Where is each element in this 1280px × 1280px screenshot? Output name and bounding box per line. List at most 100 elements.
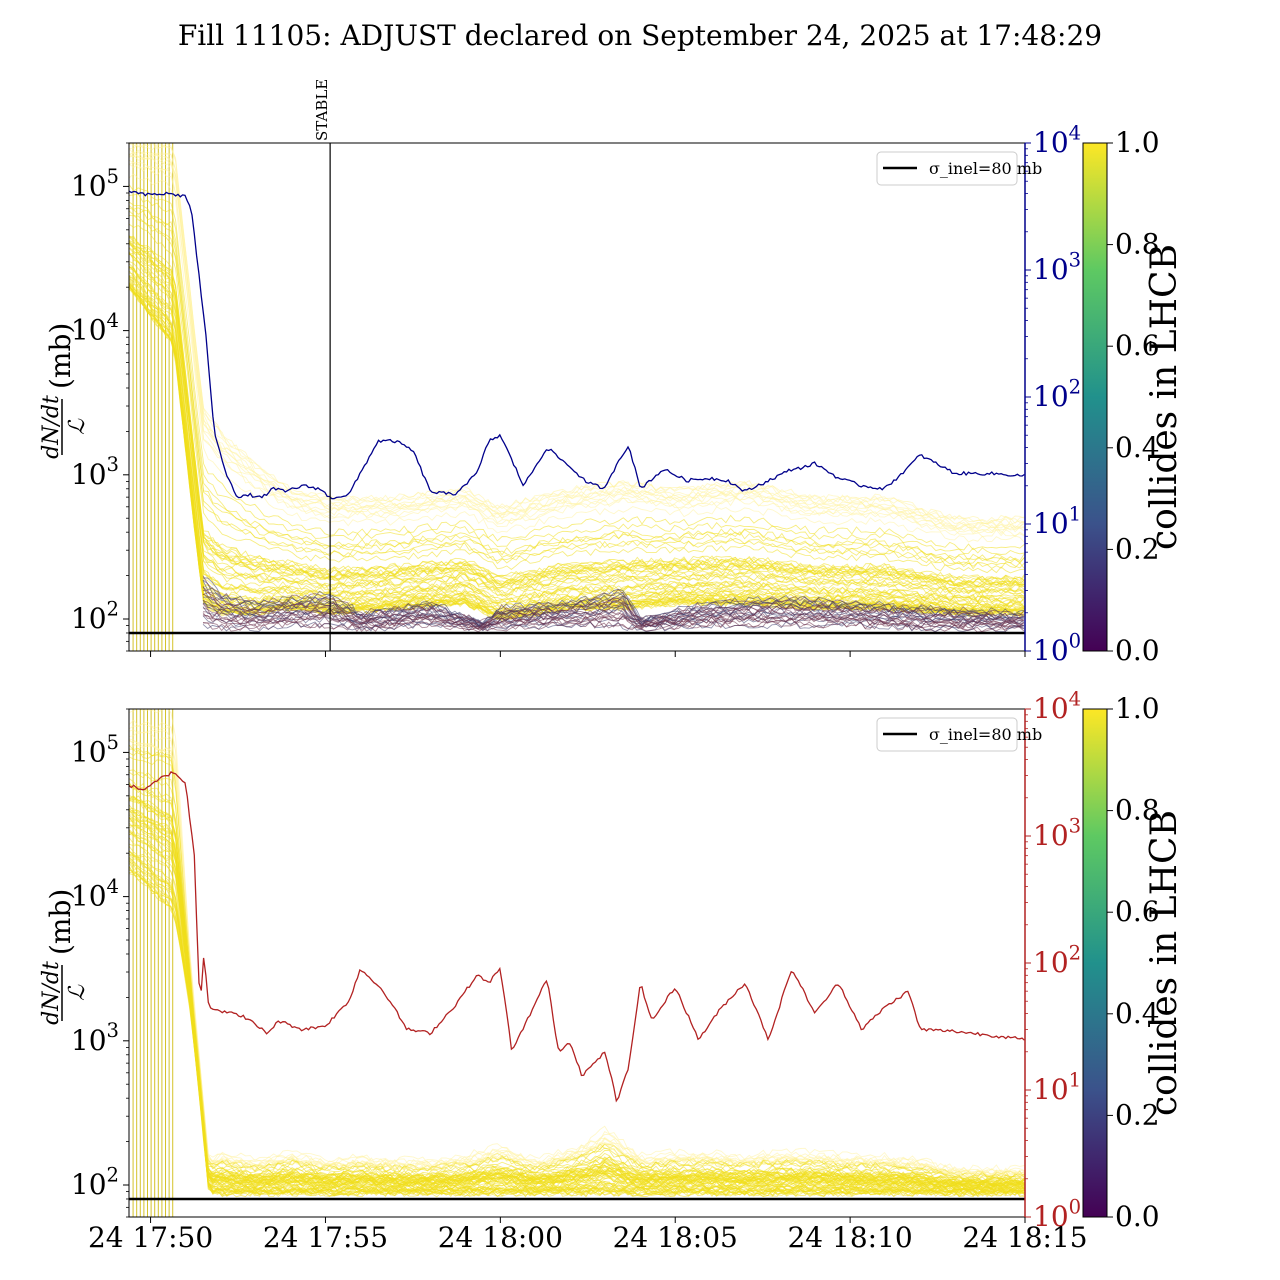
bunch-trace <box>202 613 1025 630</box>
bunch-trace <box>202 593 1024 626</box>
bunch-trace <box>129 709 1025 1173</box>
bunch-trace <box>129 795 1025 1186</box>
bunch-trace <box>129 769 1025 1182</box>
bunch-trace <box>129 173 1025 543</box>
bunch-trace <box>129 155 1025 533</box>
colorbar-tick-label: 1.0 <box>1115 126 1160 159</box>
colorbar-gradient <box>1082 142 1108 652</box>
legend-label: σ_inel=80 mb <box>929 159 1042 178</box>
y-tick-label: 105 <box>71 165 119 203</box>
bunch-trace <box>129 817 1025 1189</box>
bunch-trace <box>129 865 1025 1197</box>
bunch-trace <box>129 719 1025 1174</box>
bunch-trace <box>129 240 1025 587</box>
y-tick-label: 103 <box>71 1019 119 1057</box>
stable-marker-label: STABLE <box>313 79 331 141</box>
colorbar-tick-label: 0.6 <box>1115 329 1160 362</box>
bunch-trace <box>129 843 1025 1193</box>
y-tick-label: 103 <box>71 453 119 491</box>
bunch-trace <box>129 265 1025 603</box>
bunch-trace <box>129 253 1025 594</box>
bunch-trace <box>129 738 1025 1178</box>
bunch-trace <box>202 577 1024 625</box>
bunch-trace <box>129 795 1025 1186</box>
legend-box <box>876 717 1018 752</box>
bunch-trace <box>129 722 1025 1175</box>
y2-tick-label: 103 <box>1033 248 1081 286</box>
bunch-trace <box>129 814 1025 1189</box>
colorbars: 0.0 0.2 0.4 0.6 0.8 1.0 collides in LHCB 0.0 0.2… <box>1082 126 1185 1233</box>
bunch-trace <box>129 756 1025 1180</box>
bunch-trace <box>129 731 1025 1177</box>
bunch-trace <box>129 798 1025 1187</box>
y2-tick-label: 100 <box>1033 629 1081 667</box>
bunch-trace <box>202 592 1024 628</box>
bunch-trace <box>129 850 1025 1195</box>
bunch-trace <box>129 857 1025 1196</box>
bunch-trace <box>129 850 1025 1194</box>
y-label-unit: (mb) <box>44 889 77 955</box>
y-tick-label: 104 <box>71 309 119 347</box>
bunch-trace <box>129 822 1025 1190</box>
y-label-unit: (mb) <box>44 323 77 389</box>
bunch-trace <box>129 831 1025 1191</box>
bunch-trace <box>129 859 1025 1196</box>
colorbar-bottom: 0.0 0.2 0.4 0.6 0.8 1.0 collides in LHCB <box>1082 692 1185 1233</box>
bunch-trace <box>129 800 1025 1186</box>
bunch-trace <box>129 833 1025 1191</box>
bunch-trace <box>129 748 1025 1179</box>
bunch-trace <box>129 820 1025 1190</box>
y-label-numerator: dN/dt <box>39 961 64 1025</box>
y2-tick-label: 102 <box>1033 375 1081 413</box>
bunch-trace <box>129 267 1025 604</box>
bunch-trace <box>129 143 1025 524</box>
y-label-denominator: ℒ <box>65 984 90 1001</box>
plot-area-bottom <box>129 709 1025 1217</box>
y-label-numerator: dN/dt <box>39 395 64 459</box>
legend: σ_inel=80 mb <box>876 151 1042 186</box>
y2-tick-label: 104 <box>1033 121 1081 159</box>
y-tick-label: 102 <box>71 597 119 635</box>
bunch-trace <box>129 861 1025 1197</box>
bunch-trace <box>129 873 1025 1198</box>
bunch-trace <box>202 606 1024 629</box>
bunch-trace <box>129 260 1025 599</box>
bunch-trace <box>129 205 1025 563</box>
bunch-trace <box>129 781 1025 1185</box>
colorbar-tick-label: 0.8 <box>1115 794 1160 827</box>
bunch-trace <box>129 143 1025 523</box>
bunch-trace <box>129 799 1025 1187</box>
bunch-trace <box>129 744 1025 1179</box>
bunch-trace <box>129 239 1025 586</box>
colorbar-tick-label: 0.2 <box>1115 1098 1160 1131</box>
bunch-trace <box>129 782 1025 1183</box>
y-tick-label: 104 <box>71 875 119 913</box>
y2-tick-label: 101 <box>1033 502 1081 540</box>
bunch-trace <box>129 871 1025 1198</box>
bunch-trace <box>129 830 1025 1192</box>
figure-title: Fill 11105: ADJUST declared on September… <box>178 19 1102 52</box>
panel-bottom: 102 103 104 105 100 101 102 103 104 24 17:50 24 17… <box>39 687 1088 1254</box>
bunch-trace <box>129 729 1025 1176</box>
bunch-trace <box>129 223 1025 574</box>
bunch-trace <box>129 817 1025 1189</box>
y2-tick-label: 100 <box>1033 1195 1081 1233</box>
bunch-trace <box>129 814 1025 1189</box>
bunch-trace <box>129 856 1025 1196</box>
bunch-trace <box>129 236 1025 584</box>
colorbar-tick-label: 0.6 <box>1115 895 1160 928</box>
colorbar-label: collides in LHCB <box>1144 244 1185 550</box>
bunch-trace <box>129 816 1025 1190</box>
bunch-trace <box>129 854 1025 1195</box>
bunch-trace <box>129 159 1025 535</box>
bunch-trace <box>129 784 1025 1183</box>
bunch-trace <box>129 853 1025 1195</box>
bunch-trace <box>129 749 1025 1179</box>
colorbar-gradient <box>1082 708 1108 1218</box>
bunch-trace <box>129 825 1025 1190</box>
y2-tick-label: 101 <box>1033 1068 1081 1106</box>
bunch-trace <box>203 620 1025 633</box>
bunch-trace <box>129 809 1025 1188</box>
bunch-trace <box>129 739 1025 1178</box>
